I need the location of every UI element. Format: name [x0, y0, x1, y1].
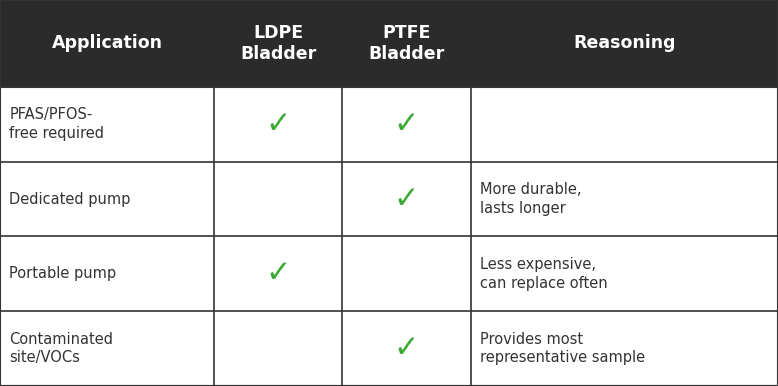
Text: Application: Application: [51, 34, 163, 52]
Text: PTFE
Bladder: PTFE Bladder: [368, 24, 445, 63]
Text: Less expensive,
can replace often: Less expensive, can replace often: [480, 257, 608, 291]
Text: Portable pump: Portable pump: [9, 266, 117, 281]
Text: LDPE
Bladder: LDPE Bladder: [240, 24, 317, 63]
Text: More durable,
lasts longer: More durable, lasts longer: [480, 182, 581, 216]
Text: ✓: ✓: [265, 110, 291, 139]
Text: Reasoning: Reasoning: [573, 34, 675, 52]
Text: ✓: ✓: [394, 334, 419, 363]
Text: Contaminated
site/VOCs: Contaminated site/VOCs: [9, 332, 114, 366]
Bar: [0, 236, 778, 311]
Text: PFAS/PFOS-
free required: PFAS/PFOS- free required: [9, 107, 104, 141]
Bar: [0, 162, 778, 236]
Text: ✓: ✓: [394, 110, 419, 139]
Text: Dedicated pump: Dedicated pump: [9, 191, 131, 207]
Bar: [0, 87, 778, 162]
Text: ✓: ✓: [394, 185, 419, 213]
Bar: [0, 0, 778, 87]
Bar: [0, 311, 778, 386]
Text: Provides most
representative sample: Provides most representative sample: [480, 332, 645, 366]
Text: ✓: ✓: [265, 259, 291, 288]
